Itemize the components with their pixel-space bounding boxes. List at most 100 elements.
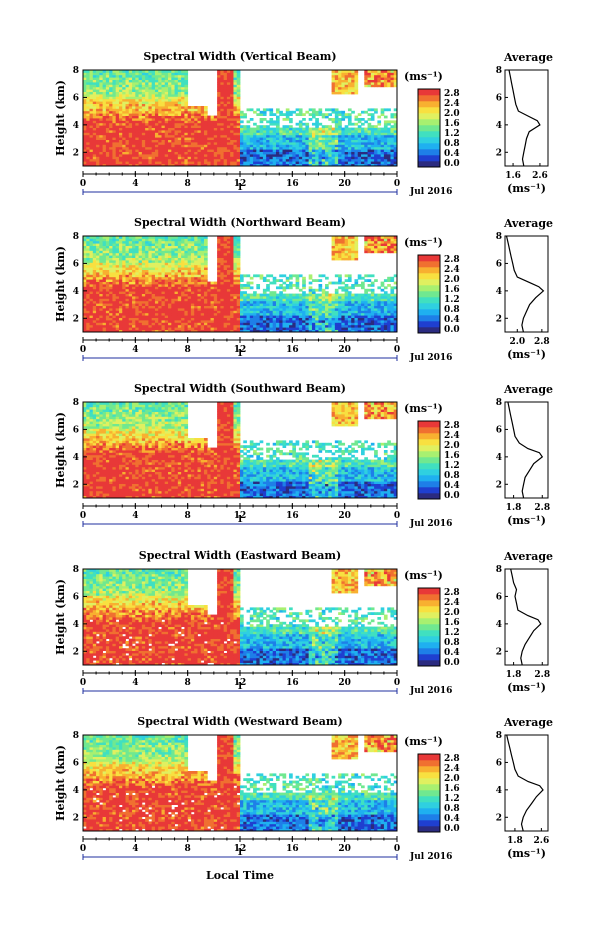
colorbar-swatch <box>418 95 440 102</box>
heatmap-cell <box>96 134 100 138</box>
heatmap-cell <box>109 72 113 76</box>
heatmap-cell <box>184 94 189 97</box>
heatmap-cell <box>151 158 156 162</box>
heatmap-cell <box>105 94 110 97</box>
heatmap-cell <box>341 82 346 85</box>
heatmap-cell <box>364 149 368 152</box>
heatmap-cell <box>141 272 146 275</box>
heatmap-cell <box>220 296 225 299</box>
heatmap-cell <box>128 267 133 270</box>
heatmap-cell <box>318 113 323 116</box>
heatmap-cell <box>220 312 225 316</box>
heatmap-cell <box>151 293 156 297</box>
heatmap-cell <box>259 276 264 280</box>
heatmap-cell <box>86 118 90 121</box>
heatmap-cell <box>220 134 225 138</box>
heatmap-cell <box>390 158 395 162</box>
heatmap-cell <box>217 272 221 275</box>
heatmap-cell <box>174 82 179 85</box>
heatmap-cell <box>181 262 185 266</box>
heatmap-cell <box>184 262 189 266</box>
heatmap-cell <box>161 149 166 152</box>
heatmap-cell <box>374 70 378 73</box>
heatmap-cell <box>256 161 261 164</box>
heatmap-cell <box>96 324 100 328</box>
heatmap-cell <box>282 127 287 131</box>
heatmap-cell <box>158 132 162 136</box>
heatmap-cell <box>347 142 352 145</box>
heatmap-cell <box>125 300 130 304</box>
heatmap-cell <box>168 324 172 328</box>
heatmap-cell <box>184 310 189 314</box>
heatmap-cell <box>279 134 283 138</box>
heatmap-cell <box>89 149 94 152</box>
heatmap-cell <box>338 161 342 164</box>
heatmap-cell <box>161 101 166 104</box>
heatmap-cell <box>109 134 113 138</box>
heatmap-cell <box>109 74 113 78</box>
heatmap-cell <box>204 260 208 263</box>
heatmap-cell <box>233 146 238 150</box>
heatmap-cell <box>246 305 251 309</box>
heatmap-cell <box>128 79 133 83</box>
heatmap-cell <box>148 293 153 297</box>
heatmap-cell <box>145 134 149 138</box>
heatmap-cell <box>295 163 300 167</box>
heatmap-cell <box>115 238 120 242</box>
heatmap-cell <box>246 132 251 136</box>
heatmap-cell <box>338 91 342 95</box>
heatmap-cell <box>361 158 365 162</box>
heatmap-cell <box>204 291 208 294</box>
heatmap-cell <box>171 91 175 95</box>
heatmap-cell <box>338 127 342 131</box>
heatmap-cell <box>357 156 362 160</box>
heatmap-cell <box>109 293 113 297</box>
heatmap-cell <box>145 74 149 78</box>
heatmap-cell <box>240 308 244 311</box>
heatmap-cell <box>171 272 175 275</box>
heatmap-cell <box>174 240 179 244</box>
heatmap-cell <box>328 156 332 160</box>
heatmap-cell <box>177 96 182 100</box>
heatmap-cell <box>374 132 378 136</box>
heatmap-cell <box>308 113 313 116</box>
heatmap-cell <box>334 142 339 145</box>
heatmap-cell <box>105 163 110 167</box>
heatmap-cell <box>370 79 375 83</box>
heatmap-cell <box>168 82 172 85</box>
heatmap-cell <box>161 240 166 244</box>
heatmap-cell <box>112 120 117 124</box>
heatmap-cell <box>164 98 169 102</box>
heatmap-cell <box>96 125 100 128</box>
heatmap-cell <box>99 113 104 116</box>
heatmap-cell <box>302 151 306 155</box>
heatmap-cell <box>92 77 97 80</box>
heatmap-cell <box>269 108 274 112</box>
heatmap-cell <box>164 137 169 140</box>
heatmap-cell <box>138 115 143 119</box>
heatmap-cell <box>181 149 185 152</box>
heatmap-cell <box>168 134 172 138</box>
heatmap-cell <box>230 262 234 266</box>
heatmap-cell <box>380 156 385 160</box>
heatmap-cell <box>112 243 117 246</box>
heatmap-cell <box>204 310 208 314</box>
heatmap-cell <box>364 82 368 85</box>
heatmap-cell <box>393 156 398 160</box>
heatmap-cell <box>194 298 198 302</box>
heatmap-cell <box>240 110 244 114</box>
heatmap-cell <box>89 320 94 323</box>
heatmap-cell <box>377 146 382 150</box>
heatmap-cell <box>168 132 172 136</box>
heatmap-cell <box>96 91 100 95</box>
heatmap-cell <box>151 243 156 246</box>
heatmap-cell <box>256 317 261 321</box>
heatmap-cell <box>387 163 391 167</box>
heatmap-cell <box>341 146 346 150</box>
heatmap-cell <box>138 122 143 126</box>
heatmap-cell <box>161 329 166 333</box>
heatmap-cell <box>262 142 267 145</box>
heatmap-cell <box>122 106 126 109</box>
heatmap-cell <box>220 89 225 92</box>
heatmap-cell <box>364 163 368 167</box>
